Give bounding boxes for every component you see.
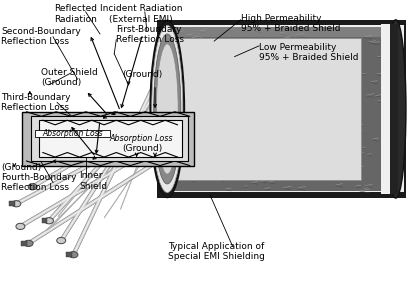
Text: (Ground): (Ground) <box>122 144 163 153</box>
Text: Incident Radiation
(External EMI): Incident Radiation (External EMI) <box>100 4 182 24</box>
Ellipse shape <box>152 25 183 192</box>
Text: Outer Shield: Outer Shield <box>41 68 98 77</box>
Text: (Ground): (Ground) <box>122 70 163 80</box>
Bar <box>39 120 182 157</box>
Ellipse shape <box>150 21 184 198</box>
Text: Third-Boundary
Reflection Loss: Third-Boundary Reflection Loss <box>1 93 71 112</box>
Ellipse shape <box>12 201 21 207</box>
Bar <box>66 252 72 257</box>
Text: Absorption Loss: Absorption Loss <box>109 134 173 143</box>
Bar <box>161 27 384 37</box>
Ellipse shape <box>154 34 181 184</box>
Bar <box>9 201 15 206</box>
Bar <box>157 20 406 198</box>
Text: Inner
Shield: Inner Shield <box>80 171 108 191</box>
Bar <box>22 112 194 166</box>
Bar <box>42 218 47 223</box>
Text: Low Permeability
95% + Braided Shield: Low Permeability 95% + Braided Shield <box>259 43 359 63</box>
Text: Absorption Loss: Absorption Loss <box>42 129 103 138</box>
Ellipse shape <box>57 237 66 244</box>
Bar <box>21 241 27 246</box>
Text: (Ground): (Ground) <box>41 78 81 87</box>
Ellipse shape <box>24 240 33 246</box>
Text: First-Boundary
Reflection Loss: First-Boundary Reflection Loss <box>116 25 184 44</box>
Ellipse shape <box>44 218 53 224</box>
Ellipse shape <box>28 184 37 190</box>
Text: Reflected
Radiation: Reflected Radiation <box>54 4 97 24</box>
Ellipse shape <box>156 44 178 174</box>
Text: Fourth-Boundary
Reflection Loss: Fourth-Boundary Reflection Loss <box>1 173 77 192</box>
Text: Typical Application of
Special EMI Shielding: Typical Application of Special EMI Shiel… <box>168 242 265 261</box>
Text: High Permeability
95% + Braided Shield: High Permeability 95% + Braided Shield <box>241 14 340 33</box>
Ellipse shape <box>69 252 78 258</box>
Bar <box>31 116 188 161</box>
Bar <box>35 130 110 137</box>
Ellipse shape <box>16 223 25 230</box>
Bar <box>381 24 390 194</box>
Ellipse shape <box>386 20 406 198</box>
Bar <box>165 38 361 180</box>
Text: Second-Boundary
Reflection Loss: Second-Boundary Reflection Loss <box>1 27 81 46</box>
Bar <box>161 27 384 191</box>
Bar <box>161 25 404 192</box>
Text: (Ground): (Ground) <box>1 163 42 172</box>
Bar <box>390 24 398 194</box>
